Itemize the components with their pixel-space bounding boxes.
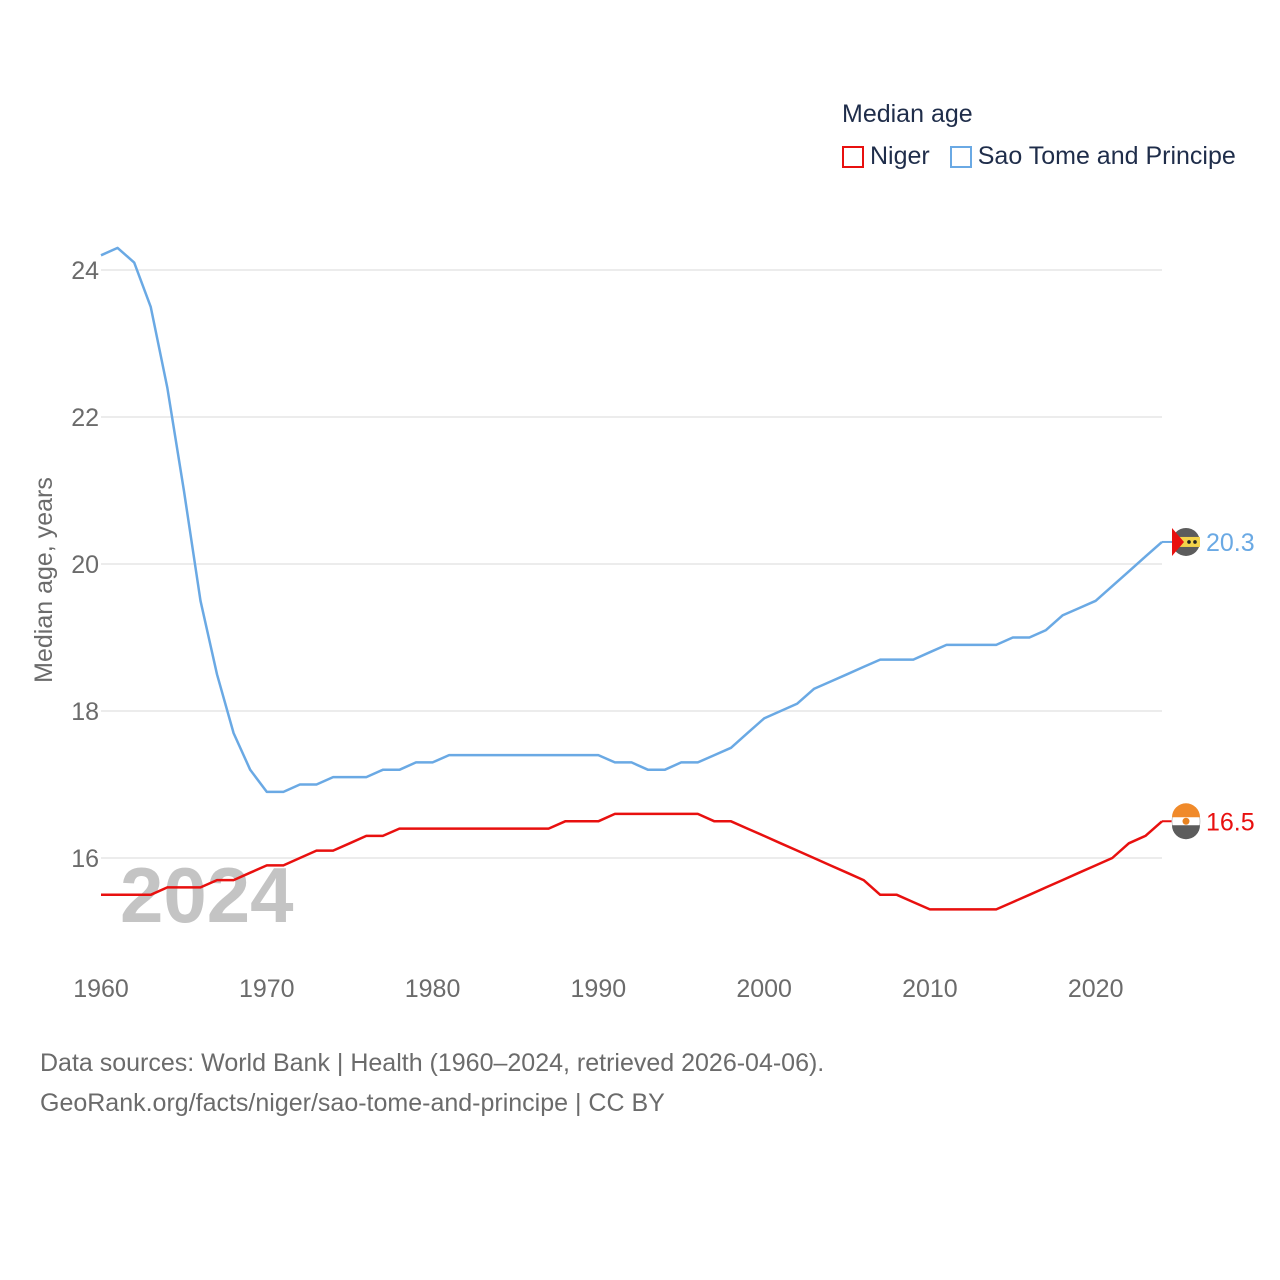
legend-item-niger[interactable]: Niger <box>842 142 930 171</box>
x-tick-label: 1980 <box>405 975 461 1003</box>
y-axis-ticks: 16 18 20 22 24 <box>71 257 99 873</box>
x-tick-label: 2000 <box>736 975 792 1003</box>
legend-swatch-sao-tome <box>949 145 972 168</box>
x-tick-label: 1960 <box>73 975 129 1003</box>
legend-swatch-niger <box>842 145 864 168</box>
y-axis-label: Median age, years <box>30 477 58 683</box>
end-markers: 16.5 20.3 <box>1162 527 1255 840</box>
end-value-label: 20.3 <box>1206 529 1255 557</box>
y-tick-label: 24 <box>71 257 99 285</box>
data-sources: Data sources: World Bank | Health (1960–… <box>40 1043 824 1123</box>
x-tick-label: 2010 <box>902 975 958 1003</box>
x-tick-label: 1970 <box>239 975 295 1003</box>
y-tick-label: 22 <box>71 404 99 432</box>
flag-niger-icon <box>1171 803 1201 840</box>
x-axis-ticks: 1960 1970 1980 1990 2000 2010 2020 <box>73 975 1123 1003</box>
y-tick-label: 20 <box>71 551 99 579</box>
series-lines <box>100 246 1163 911</box>
series-line-niger[interactable] <box>101 812 1163 911</box>
gridlines <box>101 269 1162 859</box>
legend-title: Median age <box>842 100 973 128</box>
flag-sao-tome-icon <box>1172 527 1200 556</box>
legend-item-sao-tome[interactable]: Sao Tome and Principe <box>949 142 1236 171</box>
series-line-sao-tome[interactable] <box>100 246 1163 794</box>
x-tick-label: 2020 <box>1068 975 1124 1003</box>
y-tick-label: 18 <box>71 698 99 726</box>
legend-label-niger: Niger <box>870 142 930 170</box>
source-link[interactable]: GeoRank.org/facts/niger/sao-tome-and-pri… <box>40 1089 665 1117</box>
source-line: Data sources: World Bank | Health (1960–… <box>40 1049 825 1077</box>
x-tick-label: 1990 <box>571 975 627 1003</box>
y-tick-label: 16 <box>71 845 99 873</box>
end-value-label: 16.5 <box>1206 808 1255 836</box>
legend-label-sao-tome: Sao Tome and Principe <box>977 142 1236 170</box>
legend: Niger Sao Tome and Principe <box>842 142 1256 171</box>
